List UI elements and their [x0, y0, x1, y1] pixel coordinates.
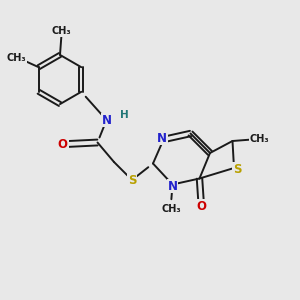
Text: CH₃: CH₃ — [161, 204, 181, 214]
Text: H: H — [119, 110, 128, 120]
Text: O: O — [196, 200, 206, 213]
Text: N: N — [157, 131, 167, 145]
Text: S: S — [233, 163, 242, 176]
Text: CH₃: CH₃ — [52, 26, 71, 36]
Text: CH₃: CH₃ — [7, 53, 27, 63]
Text: O: O — [58, 137, 68, 151]
Text: S: S — [128, 173, 136, 187]
Text: CH₃: CH₃ — [250, 134, 269, 145]
Text: N: N — [167, 179, 178, 193]
Text: N: N — [101, 113, 112, 127]
